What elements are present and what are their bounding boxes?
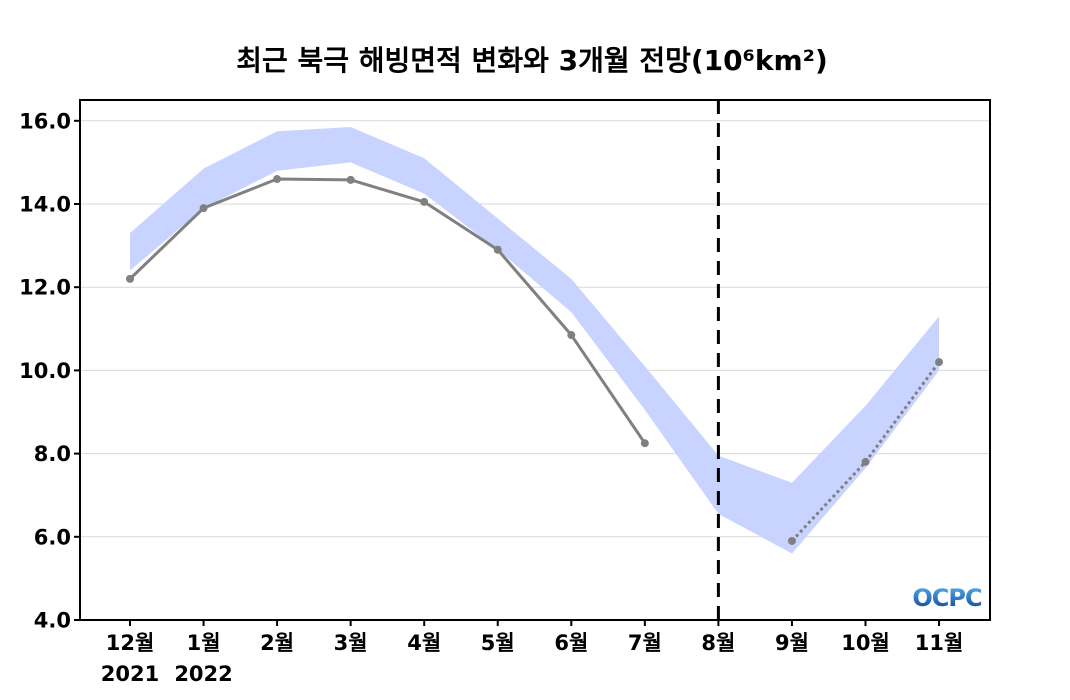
forecast-point: [935, 358, 944, 367]
x-year-label: 2021: [101, 662, 159, 686]
x-tick-label: 11월: [915, 631, 964, 655]
x-year-label: 2022: [174, 662, 232, 686]
plot-frame: [79, 99, 991, 621]
x-tick-label: 7월: [628, 631, 662, 655]
y-tick-label: 14.0: [19, 193, 71, 217]
y-tick-label: 4.0: [34, 609, 71, 633]
axes-group: 4.0 6.0 8.0 10.0 12.0 14.0 16.0 12월 2021 1월 2022 2월…: [19, 109, 963, 686]
x-tick-label: 4월: [407, 631, 441, 655]
forecast-point: [861, 457, 870, 466]
x-tick-label: 9월: [775, 631, 809, 655]
observed-point: [126, 274, 134, 283]
observed-point: [567, 331, 576, 340]
y-tick-label: 6.0: [34, 525, 71, 549]
y-tick-label: 10.0: [19, 359, 71, 383]
forecast-point: [787, 536, 796, 545]
y-tick-label: 8.0: [34, 442, 71, 466]
gridlines: [80, 120, 990, 538]
x-tick-label: 1월: [187, 631, 221, 655]
x-tick-label: 10월: [841, 631, 890, 655]
series-group: [126, 175, 944, 545]
observed-point: [640, 439, 649, 448]
observed-line: [128, 177, 647, 445]
observed-point: [273, 175, 282, 184]
forecast-range-band: [130, 127, 940, 554]
x-tick-label: 2월: [260, 631, 294, 655]
observed-point: [199, 204, 208, 213]
y-tick-label: 12.0: [19, 276, 71, 300]
x-tick-label: 12월: [106, 631, 155, 655]
x-tick-label: 3월: [334, 631, 368, 655]
observed-point: [493, 245, 502, 254]
x-tick-label: 5월: [481, 631, 515, 655]
x-tick-label: 8월: [701, 631, 735, 655]
ocpc-logo: OCPC: [912, 584, 982, 612]
x-tick-label: 6월: [554, 631, 588, 655]
chart-title: 최근 북극 해빙면적 변화와 3개월 전망(10⁶km²): [236, 44, 828, 77]
observed-point: [346, 175, 355, 184]
forecast-range-band-group: [130, 127, 940, 554]
observed-point: [420, 197, 429, 206]
y-tick-label: 16.0: [19, 109, 71, 133]
